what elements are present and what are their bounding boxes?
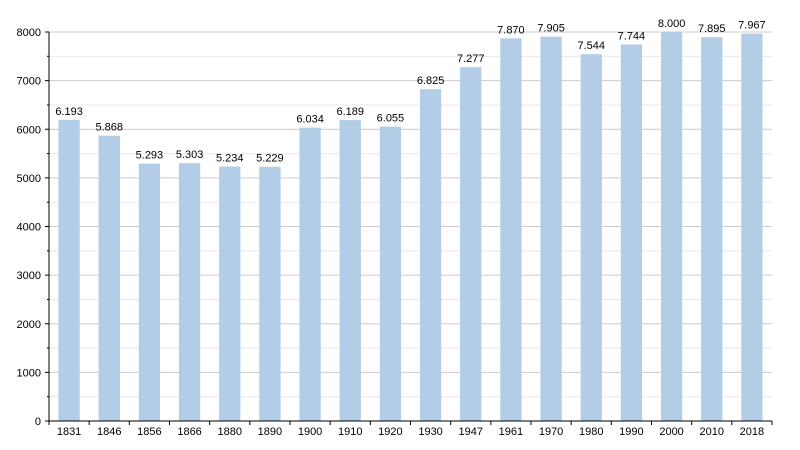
bar	[741, 33, 763, 422]
gridlines	[49, 31, 772, 398]
x-tick-label: 1910	[338, 426, 362, 438]
x-tick-label: 2000	[659, 426, 683, 438]
x-tick-label: 1920	[378, 426, 402, 438]
bar	[58, 119, 80, 422]
x-tick-label: 2018	[740, 426, 764, 438]
x-tick-label: 1846	[97, 426, 121, 438]
bar	[219, 166, 241, 421]
labels: 0 1000 2000 3000 4000 5000 6000 7000 8000 6.193 18…	[17, 18, 766, 438]
x-tick-label: 1856	[137, 426, 161, 438]
axes	[45, 31, 773, 425]
y-tick-label: 5000	[17, 173, 41, 185]
data-label: 5.234	[216, 152, 244, 164]
data-label: 7.544	[577, 40, 605, 52]
data-label: 5.229	[256, 153, 284, 165]
y-tick-label: 2000	[17, 319, 41, 331]
bar	[299, 127, 321, 422]
bar	[178, 163, 201, 421]
x-tick-label: 1880	[218, 426, 242, 438]
bar	[259, 166, 281, 421]
x-tick-label: 2010	[700, 426, 724, 438]
y-tick-label: 4000	[17, 222, 41, 234]
x-tick-label: 1831	[57, 426, 81, 438]
data-label: 7.277	[457, 53, 485, 65]
x-tick-label: 1890	[258, 426, 282, 438]
data-label: 5.868	[95, 122, 123, 134]
y-tick-label: 7000	[17, 76, 41, 88]
bars	[58, 32, 763, 422]
x-tick-label: 1961	[499, 426, 523, 438]
bar	[98, 135, 120, 421]
bar	[500, 38, 522, 421]
x-tick-label: 1970	[539, 426, 563, 438]
bar	[339, 120, 361, 421]
bar	[540, 36, 562, 421]
data-label: 6.825	[417, 75, 445, 87]
data-label: 5.303	[176, 149, 204, 161]
data-label: 6.189	[336, 106, 364, 118]
bar	[379, 126, 402, 421]
bar	[701, 37, 723, 422]
data-label: 8.000	[658, 18, 686, 30]
data-label: 7.967	[738, 20, 766, 32]
x-tick-label: 1866	[177, 426, 201, 438]
y-tick-label: 0	[35, 416, 41, 428]
bar	[138, 163, 161, 421]
data-label: 6.055	[377, 113, 405, 125]
x-tick-label: 1947	[459, 426, 483, 438]
data-label: 7.870	[497, 24, 525, 36]
bar	[660, 32, 683, 421]
bar	[419, 89, 442, 422]
y-tick-label: 1000	[17, 367, 41, 379]
x-tick-label: 1980	[579, 426, 603, 438]
x-tick-label: 1990	[619, 426, 643, 438]
bar	[460, 67, 482, 421]
bar	[620, 44, 643, 422]
bar	[580, 54, 602, 421]
data-label: 6.034	[296, 114, 324, 126]
x-tick-label: 1900	[298, 426, 322, 438]
data-label: 7.895	[698, 23, 726, 35]
data-label: 7.905	[537, 23, 565, 35]
y-tick-label: 3000	[17, 270, 41, 282]
x-tick-label: 1930	[418, 426, 442, 438]
y-tick-label: 6000	[17, 124, 41, 136]
data-label: 5.293	[136, 150, 164, 162]
y-tick-label: 8000	[17, 27, 41, 39]
data-label: 7.744	[618, 30, 646, 42]
data-label: 6.193	[55, 106, 83, 118]
